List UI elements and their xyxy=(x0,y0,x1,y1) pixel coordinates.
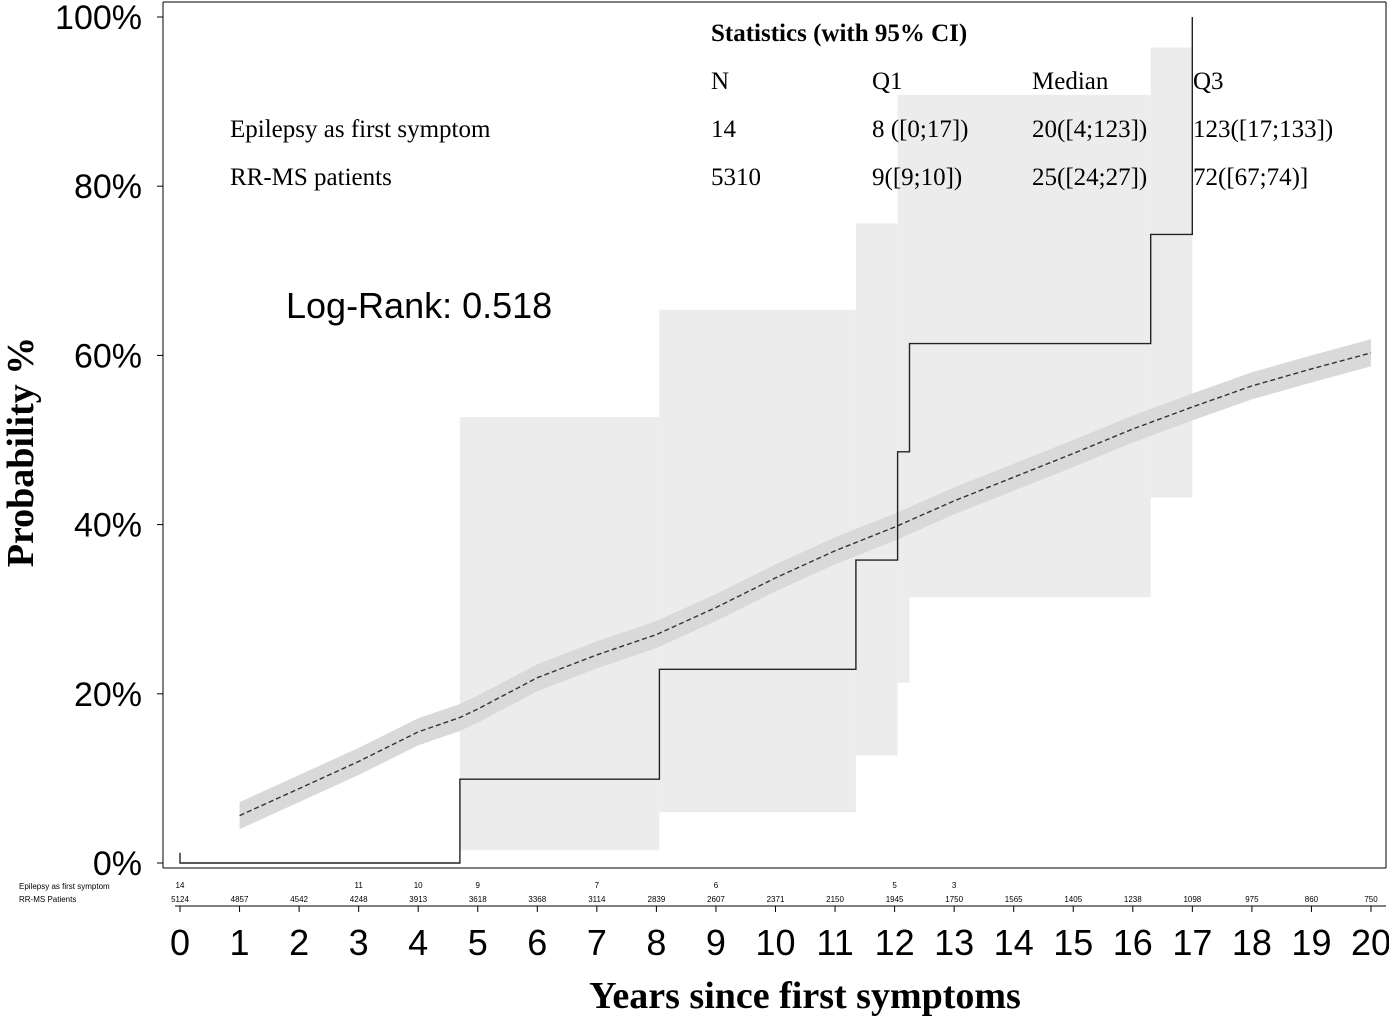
risk-value-rrms: 3913 xyxy=(409,895,427,904)
x-tick-label: 15 xyxy=(1053,922,1093,963)
risk-value-rrms: 1238 xyxy=(1124,895,1142,904)
risk-value-epilepsy: 3 xyxy=(952,881,957,890)
risk-value-epilepsy: 5 xyxy=(892,881,897,890)
risk-row-epilepsy: 14 11 10 9 7 6 5 3 xyxy=(176,881,957,890)
risk-value-rrms: 4248 xyxy=(350,895,368,904)
x-tick-label: 4 xyxy=(408,922,428,963)
x-tick-label: 1 xyxy=(230,922,250,963)
risk-row-rrms: 5124 4857 4542 4248 3913 3618 3368 3114 2839 2607… xyxy=(171,895,1378,904)
x-tick-label: 3 xyxy=(349,922,369,963)
x-tick-label: 5 xyxy=(468,922,488,963)
rrms-curve xyxy=(239,352,1372,817)
y-tick-label: 40% xyxy=(74,507,142,545)
stats-row2-median: 25([24;27]) xyxy=(1032,164,1147,191)
plot-area xyxy=(179,17,1372,864)
risk-table: Epilepsy as first symptom RR-MS Patients… xyxy=(19,881,1378,904)
risk-value-rrms: 2839 xyxy=(648,895,666,904)
risk-value-rrms: 1098 xyxy=(1183,895,1201,904)
risk-value-rrms: 975 xyxy=(1245,895,1259,904)
stats-row2-q1: 9([9;10]) xyxy=(872,164,962,191)
risk-value-rrms: 3114 xyxy=(588,895,606,904)
epilepsy-curve xyxy=(179,17,1193,864)
risk-value-epilepsy: 9 xyxy=(476,881,481,890)
risk-label-epilepsy: Epilepsy as first symptom xyxy=(19,882,110,891)
stats-row2-n: 5310 xyxy=(711,164,761,191)
risk-value-rrms: 1405 xyxy=(1064,895,1082,904)
risk-value-epilepsy: 11 xyxy=(354,881,363,890)
stats-header-n: N xyxy=(711,68,729,95)
statistics-table: Statistics (with 95% CI) N Q1 Median Q3 … xyxy=(230,20,1333,191)
y-ticks: 0% 20% 40% 60% 80% 100% xyxy=(55,0,163,883)
x-tick-label: 19 xyxy=(1291,922,1331,963)
epilepsy-ci-segment xyxy=(855,223,898,756)
risk-value-epilepsy: 14 xyxy=(176,881,185,890)
y-tick-label: 60% xyxy=(74,337,142,375)
x-tick-label: 9 xyxy=(706,922,726,963)
x-tick-label: 17 xyxy=(1172,922,1212,963)
risk-value-rrms: 4857 xyxy=(231,895,249,904)
y-axis-title: Probability % xyxy=(0,337,42,568)
x-axis-title: Years since first symptoms xyxy=(589,975,1021,1017)
risk-value-epilepsy: 6 xyxy=(714,881,719,890)
risk-value-rrms: 3368 xyxy=(528,895,546,904)
risk-value-rrms: 1750 xyxy=(945,895,963,904)
y-tick-label: 20% xyxy=(74,676,142,714)
axes: 0%20%40%60%80%100% 0 1 2 3 4 5 6 7 8 9 10 11 12 13 14 1… xyxy=(55,0,1389,963)
risk-value-rrms: 2371 xyxy=(767,895,785,904)
y-tick-label: 100% xyxy=(55,0,142,37)
x-tick-label: 6 xyxy=(527,922,547,963)
x-tick-label: 18 xyxy=(1232,922,1272,963)
stats-row1-label: Epilepsy as first symptom xyxy=(230,116,491,143)
rrms-ci-band xyxy=(239,339,1372,830)
stats-row2-q3: 72([67;74)] xyxy=(1193,164,1308,191)
y-tick-label: 0% xyxy=(93,845,142,883)
stats-header-median: Median xyxy=(1032,68,1109,95)
risk-value-epilepsy: 10 xyxy=(414,881,423,890)
stats-title: Statistics (with 95% CI) xyxy=(711,20,967,47)
risk-value-rrms: 750 xyxy=(1364,895,1378,904)
x-tick-label: 0 xyxy=(170,922,190,963)
stats-row1-q3: 123([17;133]) xyxy=(1193,116,1333,143)
epilepsy-ci-segment xyxy=(897,94,910,683)
risk-value-rrms: 3618 xyxy=(469,895,487,904)
stats-row1-median: 20([4;123]) xyxy=(1032,116,1147,143)
x-tick-label: 16 xyxy=(1113,922,1153,963)
x-tick-label: 10 xyxy=(755,922,795,963)
x-ticks: 0 1 2 3 4 5 6 7 8 9 10 11 12 13 14 15 16 17 18 19 20 xyxy=(170,906,1389,963)
stats-row2-label: RR-MS patients xyxy=(230,164,392,191)
x-tick-label: 7 xyxy=(587,922,607,963)
x-tick-label: 11 xyxy=(816,922,853,963)
stats-header-q1: Q1 xyxy=(872,68,903,95)
stats-header-q3: Q3 xyxy=(1193,68,1224,95)
risk-value-rrms: 860 xyxy=(1305,895,1319,904)
risk-value-rrms: 2150 xyxy=(826,895,844,904)
risk-value-rrms: 4542 xyxy=(290,895,308,904)
x-tick-label: 14 xyxy=(994,922,1034,963)
x-tick-label: 13 xyxy=(934,922,974,963)
stats-row1-n: 14 xyxy=(711,116,737,143)
log-rank-annotation: Log-Rank: 0.518 xyxy=(286,285,552,326)
risk-value-rrms: 1945 xyxy=(886,895,904,904)
x-tick-label: 20 xyxy=(1351,922,1389,963)
risk-value-epilepsy: 7 xyxy=(595,881,600,890)
x-tick-label: 12 xyxy=(875,922,915,963)
x-tick-label: 2 xyxy=(289,922,309,963)
risk-value-rrms: 5124 xyxy=(171,895,189,904)
x-tick-label: 8 xyxy=(646,922,666,963)
risk-value-rrms: 2607 xyxy=(707,895,725,904)
risk-label-rrms: RR-MS Patients xyxy=(19,895,76,904)
risk-value-rrms: 1565 xyxy=(1005,895,1023,904)
stats-row1-q1: 8 ([0;17]) xyxy=(872,116,969,143)
y-tick-label: 80% xyxy=(74,168,142,206)
